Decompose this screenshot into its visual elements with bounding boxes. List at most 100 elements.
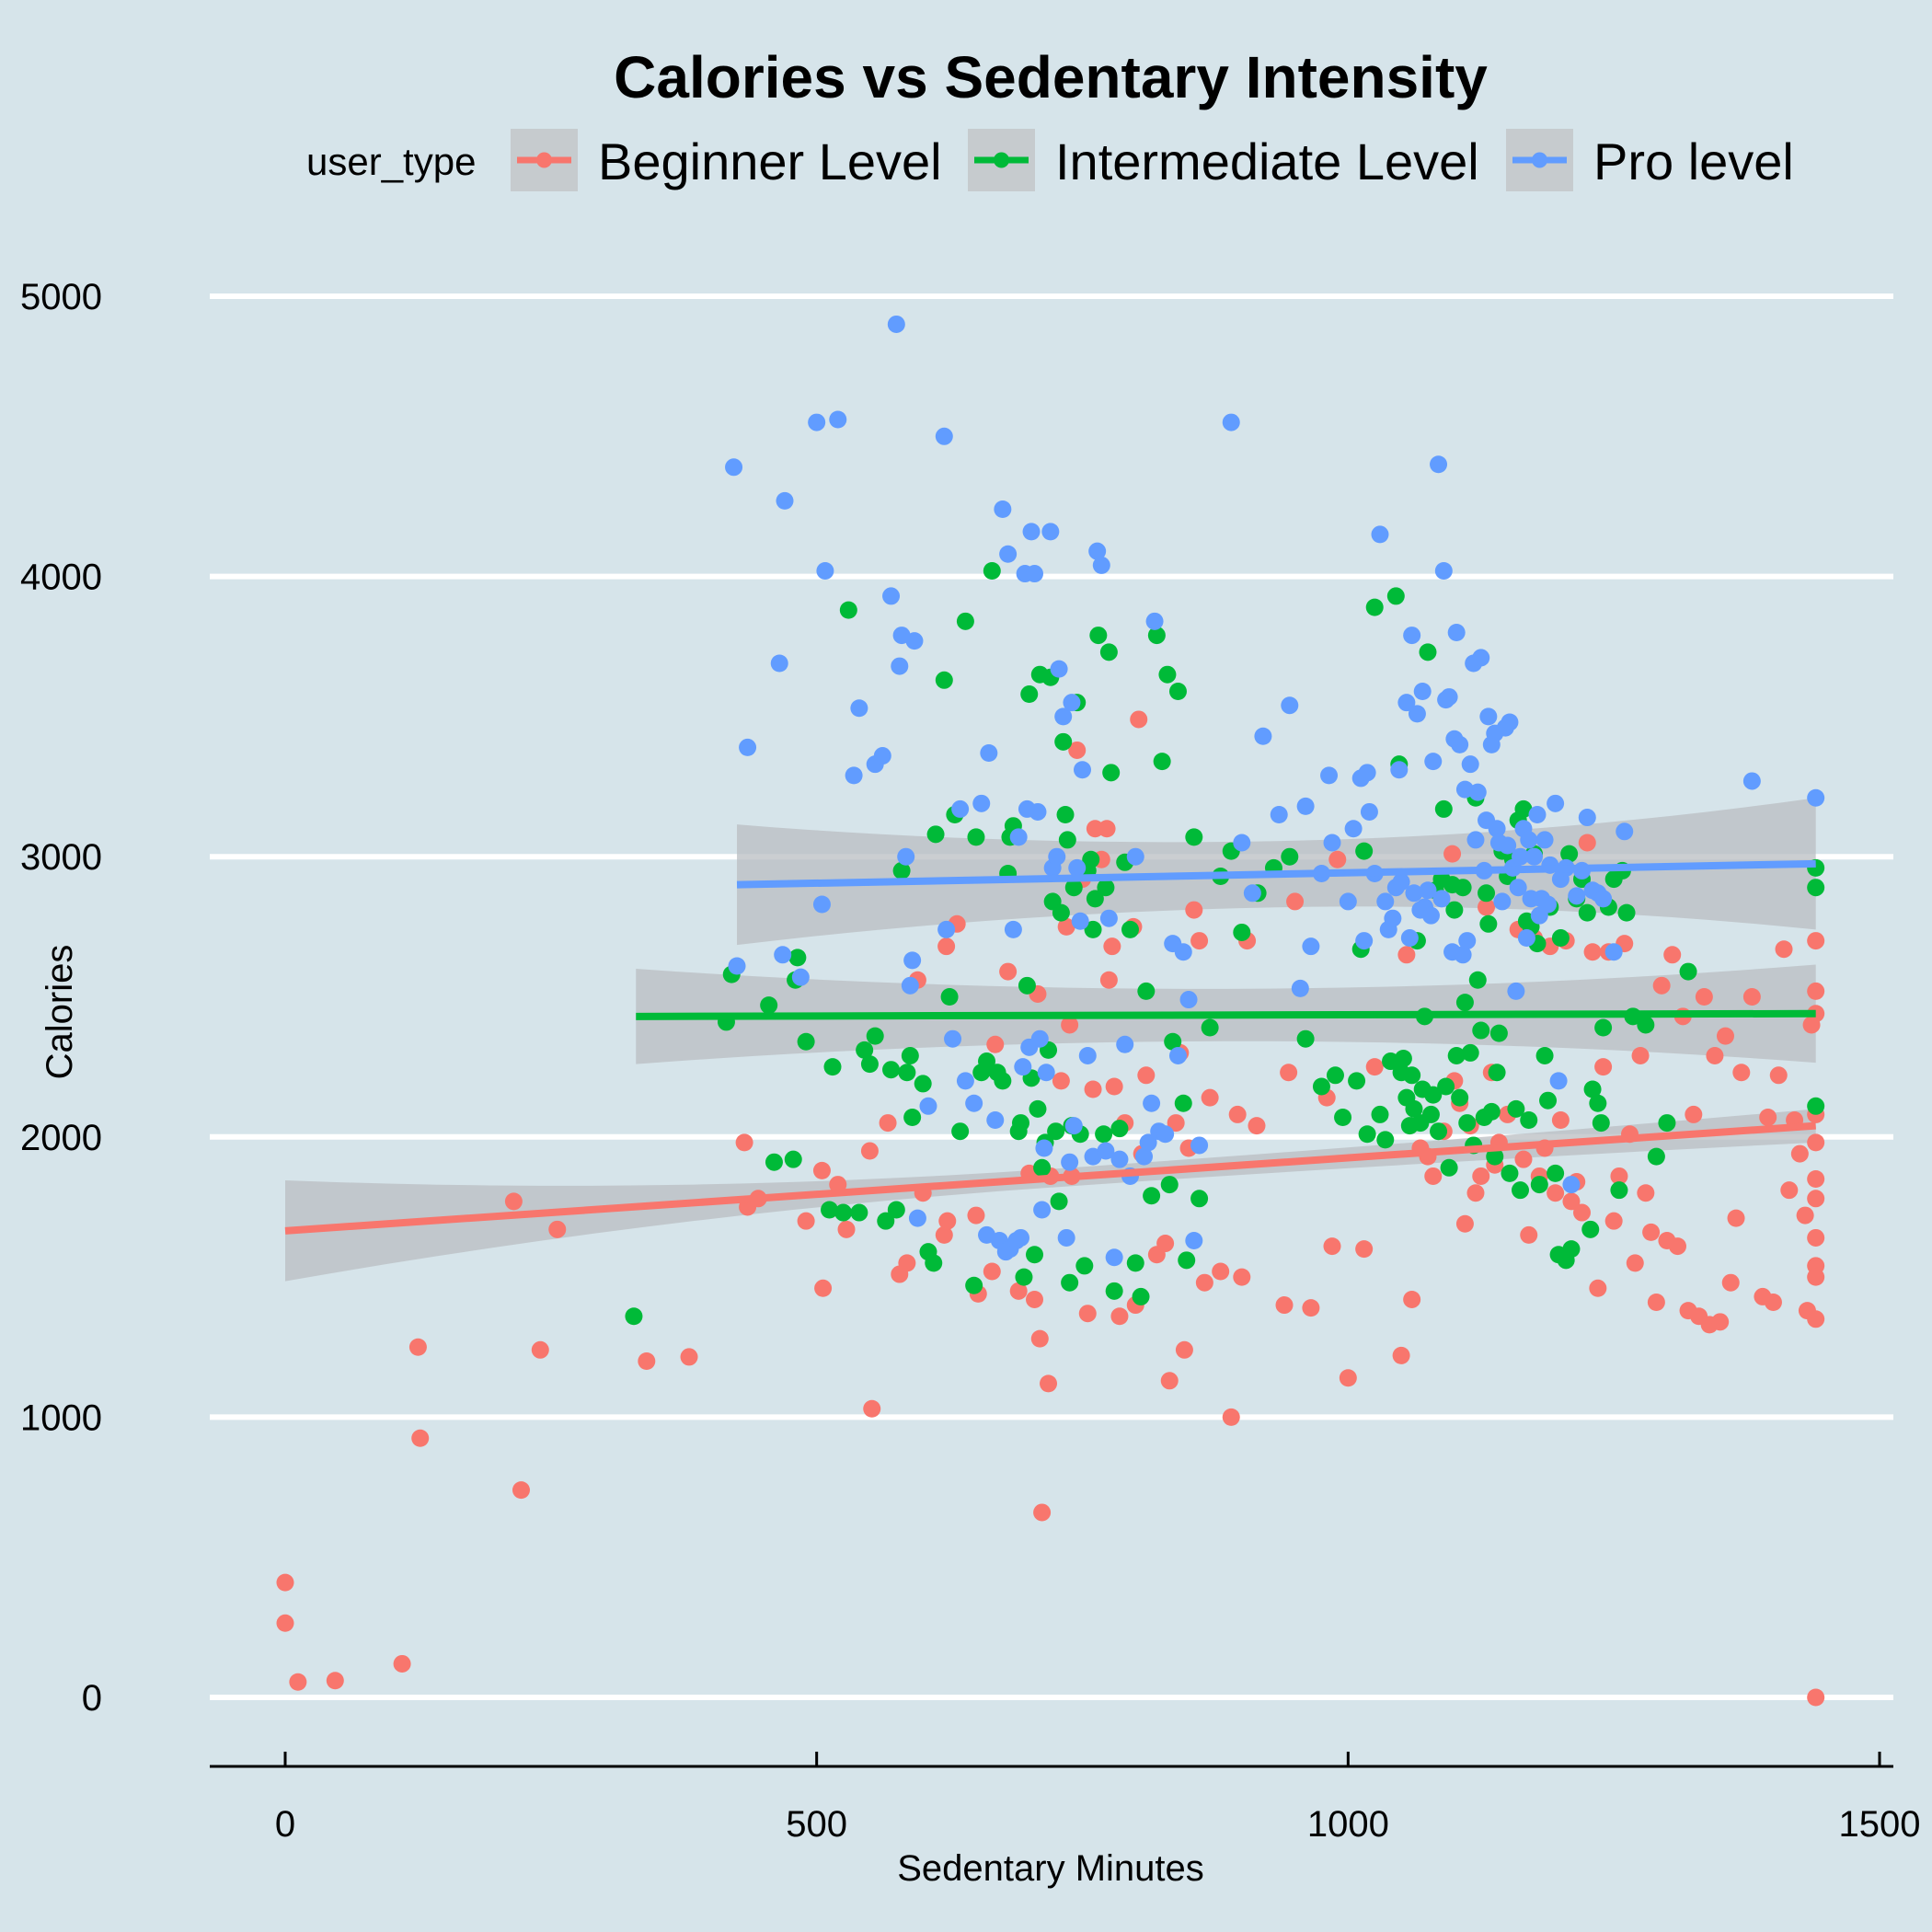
- point-intermediate-level: [1082, 850, 1100, 868]
- point-intermediate-level: [1472, 1021, 1490, 1040]
- point-intermediate-level: [1458, 1114, 1477, 1133]
- point-beginner-level: [1764, 1294, 1782, 1312]
- point-intermediate-level: [1421, 1105, 1440, 1123]
- point-beginner-level: [935, 1225, 953, 1244]
- point-pro-level: [1421, 906, 1440, 925]
- point-intermediate-level: [940, 988, 959, 1006]
- point-pro-level: [1507, 982, 1525, 1000]
- point-beginner-level: [1355, 1240, 1374, 1259]
- point-beginner-level: [1732, 1064, 1751, 1082]
- point-beginner-level: [1190, 932, 1209, 950]
- point-pro-level: [1562, 1176, 1581, 1194]
- point-beginner-level: [1365, 1058, 1384, 1076]
- point-beginner-level: [1807, 1228, 1825, 1247]
- point-intermediate-level: [1296, 1029, 1315, 1048]
- point-pro-level: [965, 1094, 983, 1112]
- point-beginner-level: [1403, 1290, 1421, 1308]
- point-pro-level: [1528, 806, 1547, 824]
- point-beginner-level: [1721, 1273, 1740, 1292]
- point-beginner-level: [326, 1672, 344, 1690]
- point-pro-level: [994, 500, 1012, 518]
- point-intermediate-level: [1489, 1024, 1508, 1042]
- point-beginner-level: [1573, 1203, 1592, 1222]
- point-pro-level: [1126, 847, 1144, 866]
- point-intermediate-level: [978, 1052, 996, 1071]
- point-intermediate-level: [1143, 1187, 1161, 1205]
- point-beginner-level: [1167, 1114, 1185, 1133]
- point-intermediate-level: [1174, 1094, 1192, 1112]
- point-intermediate-level: [788, 949, 807, 967]
- point-pro-level: [1539, 895, 1558, 914]
- point-intermediate-level: [956, 612, 974, 630]
- point-beginner-level: [1807, 1133, 1825, 1152]
- point-beginner-level: [1685, 1105, 1703, 1123]
- point-intermediate-level: [1105, 1282, 1123, 1300]
- point-beginner-level: [393, 1654, 411, 1673]
- point-beginner-level: [1807, 1190, 1825, 1208]
- point-pro-level: [1063, 694, 1081, 712]
- point-pro-level: [1520, 831, 1538, 849]
- point-pro-level: [1807, 788, 1825, 807]
- point-beginner-level: [1647, 1294, 1665, 1312]
- point-intermediate-level: [760, 996, 778, 1015]
- point-intermediate-level: [1050, 1192, 1068, 1211]
- point-intermediate-level: [860, 1055, 879, 1074]
- point-pro-level: [1392, 873, 1410, 891]
- point-pro-level: [739, 738, 757, 756]
- point-beginner-level: [1212, 1262, 1230, 1281]
- point-intermediate-level: [839, 601, 857, 619]
- point-beginner-level: [1807, 1268, 1825, 1286]
- x-tick-label: 500: [786, 1804, 847, 1845]
- point-pro-level: [1004, 920, 1022, 938]
- point-intermediate-level: [1086, 890, 1104, 908]
- point-pro-level: [1033, 1201, 1052, 1219]
- point-beginner-level: [1695, 988, 1713, 1006]
- point-pro-level: [972, 794, 991, 812]
- point-beginner-level: [1057, 917, 1075, 936]
- point-intermediate-level: [1020, 685, 1039, 704]
- point-pro-level: [1616, 822, 1634, 841]
- point-pro-level: [1035, 1139, 1053, 1157]
- point-intermediate-level: [1430, 1122, 1448, 1141]
- point-beginner-level: [1796, 1206, 1814, 1225]
- point-pro-level: [935, 427, 953, 445]
- point-pro-level: [1068, 858, 1087, 877]
- point-pro-level: [1405, 884, 1423, 903]
- point-intermediate-level: [1064, 879, 1083, 897]
- point-pro-level: [1397, 694, 1416, 712]
- point-pro-level: [1461, 755, 1479, 774]
- point-pro-level: [1479, 707, 1498, 726]
- point-pro-level: [1026, 565, 1044, 583]
- point-beginner-level: [638, 1351, 656, 1370]
- point-intermediate-level: [1478, 884, 1496, 903]
- point-intermediate-level: [1479, 914, 1498, 933]
- point-intermediate-level: [1679, 962, 1697, 981]
- point-pro-level: [1525, 847, 1544, 866]
- point-intermediate-level: [1530, 1176, 1548, 1194]
- point-pro-level: [1022, 523, 1041, 541]
- point-beginner-level: [1323, 1237, 1341, 1256]
- point-pro-level: [1384, 909, 1402, 927]
- point-pro-level: [791, 968, 810, 986]
- point-pro-level: [1243, 884, 1261, 903]
- point-pro-level: [891, 657, 909, 675]
- point-beginner-level: [1286, 892, 1305, 911]
- point-pro-level: [1156, 1125, 1175, 1144]
- point-beginner-level: [1068, 741, 1087, 759]
- point-intermediate-level: [765, 1153, 783, 1171]
- point-intermediate-level: [1018, 976, 1036, 995]
- point-pro-level: [1499, 836, 1517, 855]
- point-pro-level: [829, 410, 847, 429]
- point-intermediate-level: [1358, 1125, 1376, 1144]
- legend-item-beginner-level: Beginner Level: [511, 129, 942, 191]
- point-beginner-level: [937, 937, 956, 956]
- point-beginner-level: [1626, 1254, 1644, 1272]
- point-intermediate-level: [1097, 879, 1115, 897]
- point-intermediate-level: [1461, 1043, 1479, 1062]
- point-beginner-level: [548, 1220, 567, 1238]
- point-intermediate-level: [1084, 920, 1102, 938]
- point-pro-level: [1190, 1136, 1209, 1155]
- point-pro-level: [986, 1111, 1005, 1130]
- point-pro-level: [1092, 556, 1110, 574]
- point-intermediate-level: [1029, 1099, 1047, 1118]
